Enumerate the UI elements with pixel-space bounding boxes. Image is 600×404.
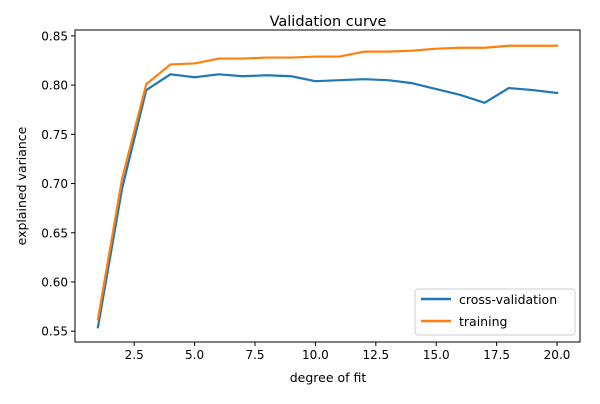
x-tick-label: 15.0 bbox=[423, 348, 450, 362]
x-tick-label: 7.5 bbox=[245, 348, 264, 362]
y-tick-label: 0.60 bbox=[41, 275, 68, 289]
y-tick-label: 0.80 bbox=[41, 79, 68, 93]
y-tick-label: 0.70 bbox=[41, 177, 68, 191]
legend-label-cross-validation: cross-validation bbox=[459, 292, 557, 307]
x-tick-label: 10.0 bbox=[302, 348, 329, 362]
legend-label-training: training bbox=[459, 314, 507, 329]
x-axis-label: degree of fit bbox=[290, 370, 367, 385]
y-tick-label: 0.65 bbox=[41, 226, 68, 240]
x-tick-label: 2.5 bbox=[125, 348, 144, 362]
chart-title: Validation curve bbox=[270, 14, 387, 30]
x-tick-label: 5.0 bbox=[185, 348, 204, 362]
y-axis-label: explained variance bbox=[14, 126, 29, 245]
x-tick-label: 20.0 bbox=[544, 348, 571, 362]
legend: cross-validation training bbox=[415, 289, 575, 335]
x-tick-label: 12.5 bbox=[362, 348, 389, 362]
y-tick-label: 0.75 bbox=[41, 128, 68, 142]
y-tick-label: 0.55 bbox=[41, 325, 68, 339]
y-tick-label: 0.85 bbox=[41, 29, 68, 43]
x-tick-label: 17.5 bbox=[483, 348, 510, 362]
